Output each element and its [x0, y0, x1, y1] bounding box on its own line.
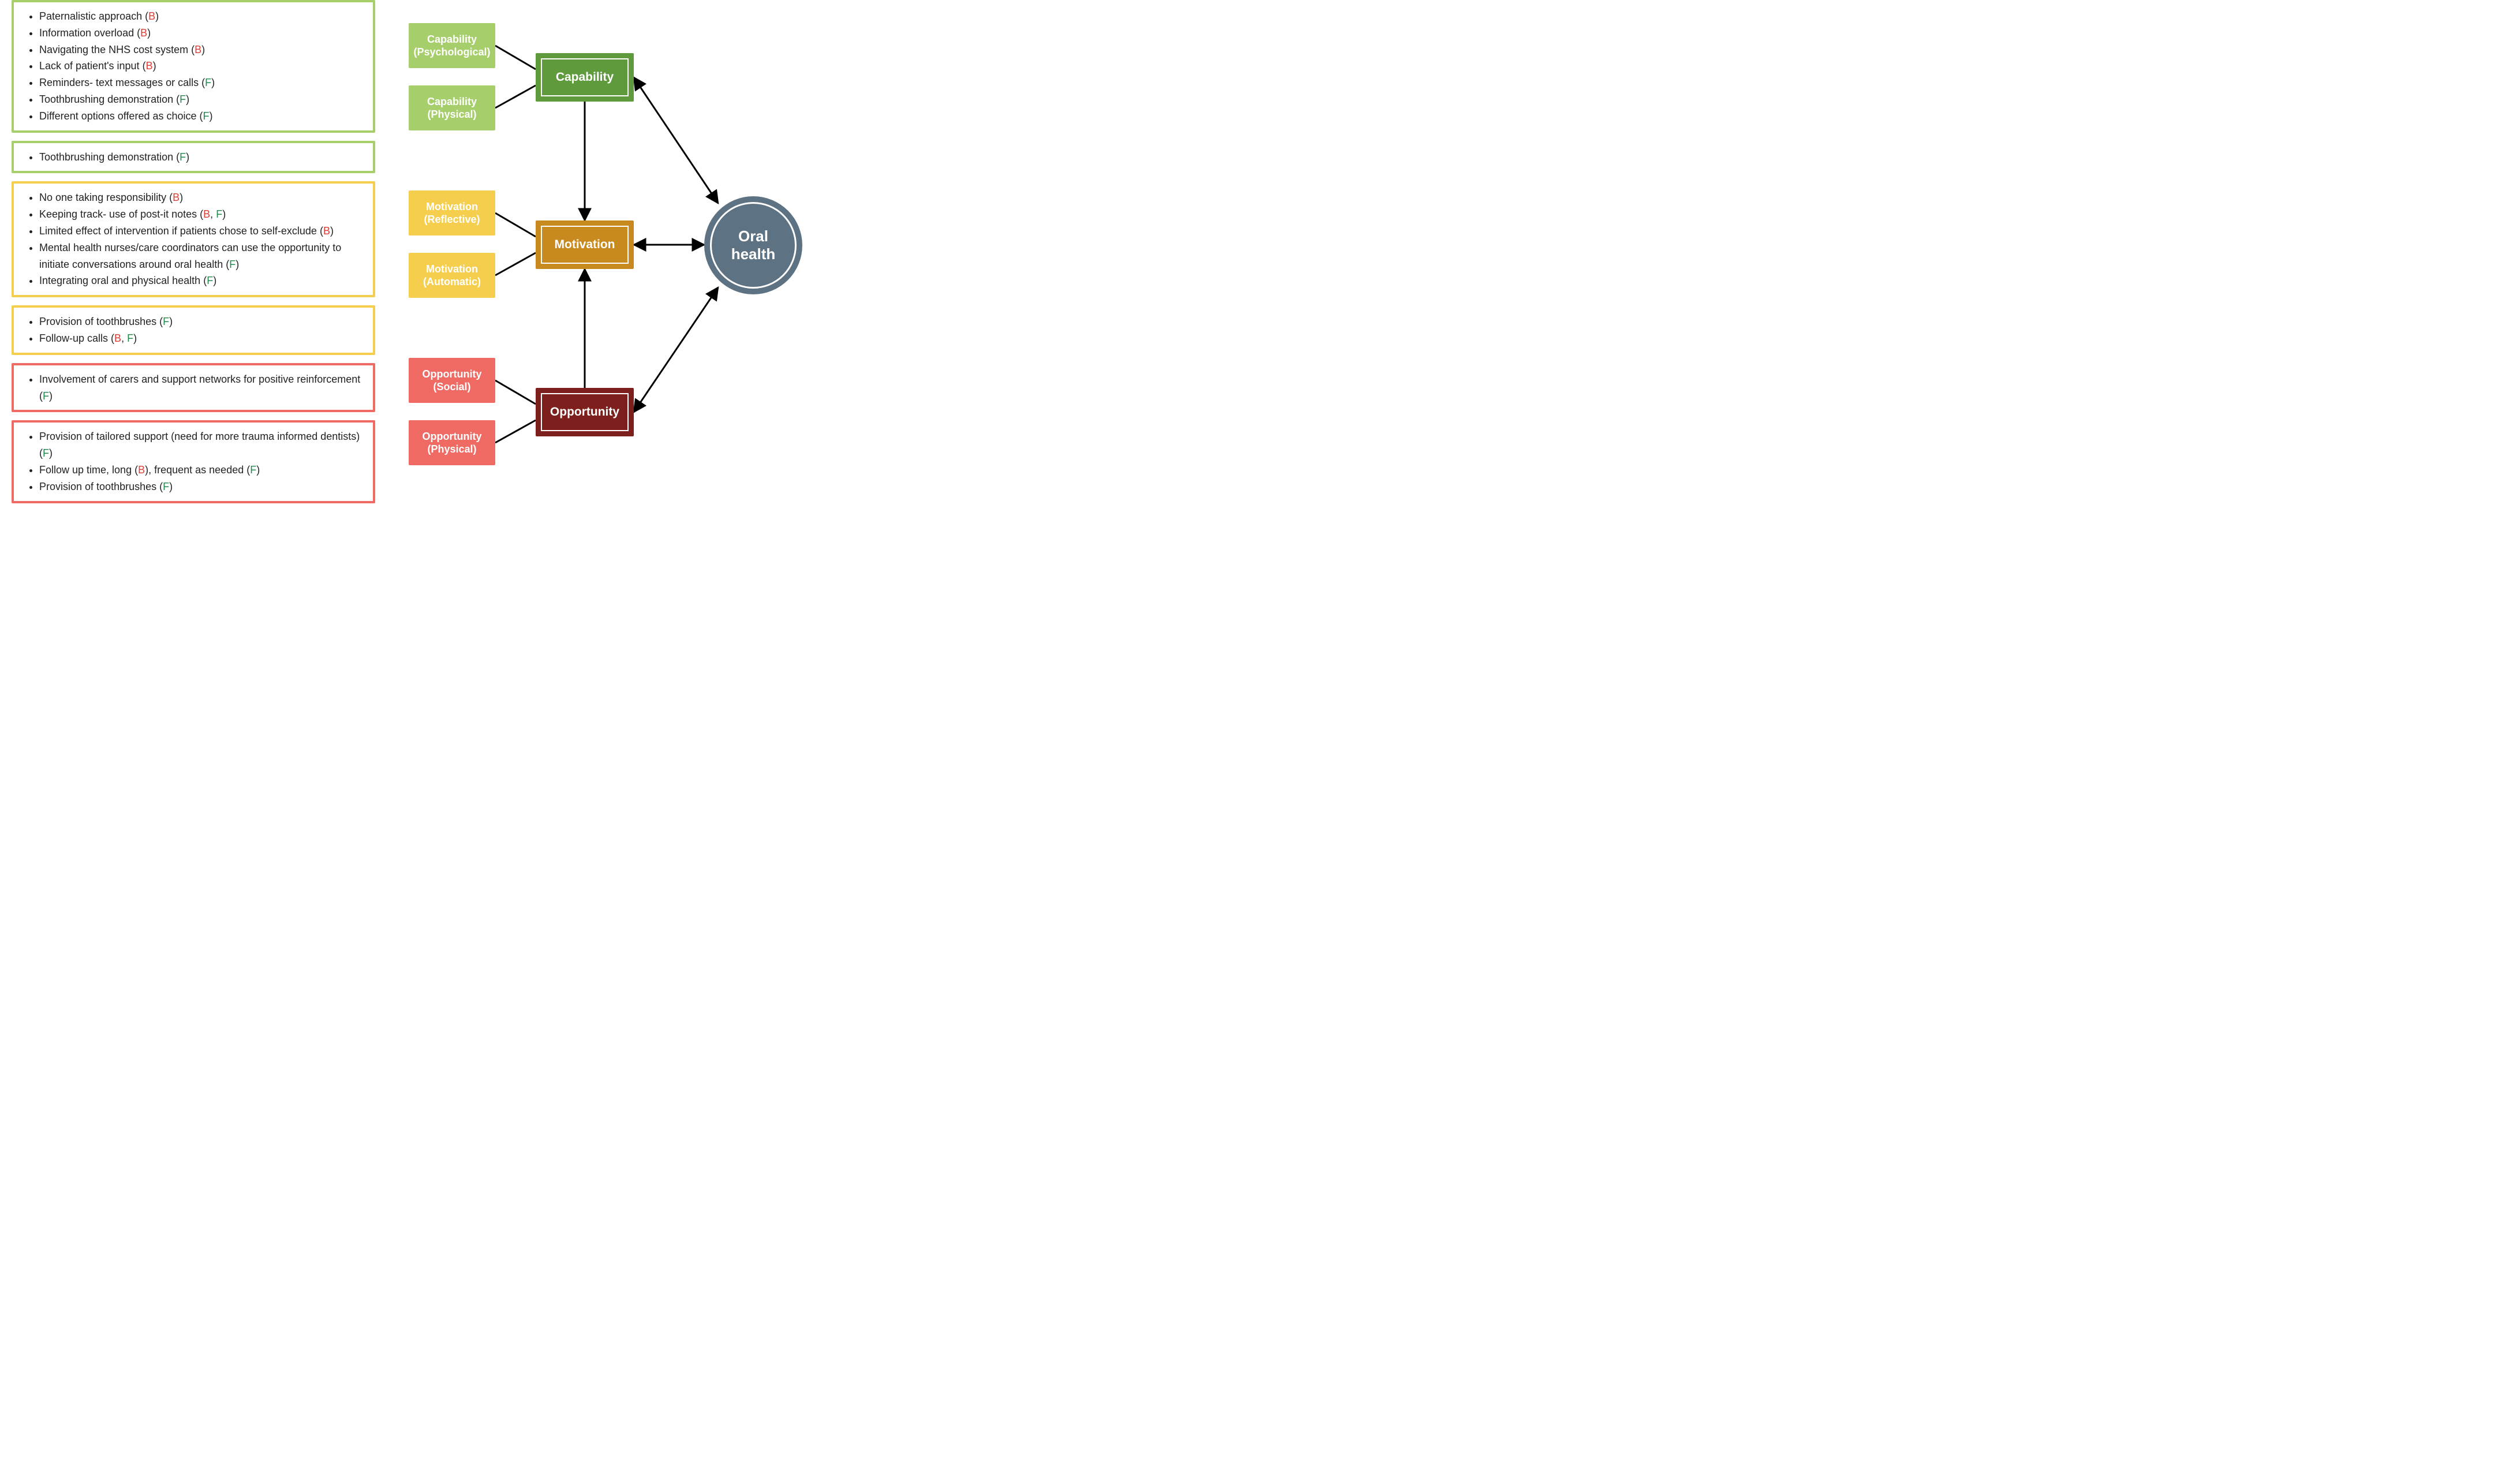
- factor-item: Mental health nurses/care coordinators c…: [39, 240, 362, 273]
- cap-phys-node: Capability (Physical): [409, 85, 495, 130]
- factor-item: No one taking responsibility (B): [39, 189, 362, 206]
- factor-item: Provision of tailored support (need for …: [39, 428, 362, 462]
- factor-item: Keeping track- use of post-it notes (B, …: [39, 206, 362, 223]
- connector-line: [495, 380, 536, 404]
- factor-item: Provision of toothbrushes (F): [39, 313, 362, 330]
- factor-item: Information overload (B): [39, 25, 362, 42]
- factor-boxes-column: Paternalistic approach (B)Information ov…: [12, 0, 375, 511]
- factor-item: Limited effect of intervention if patien…: [39, 223, 362, 240]
- factor-item: Reminders- text messages or calls (F): [39, 74, 362, 91]
- oral-health-node: Oralhealth: [704, 196, 802, 294]
- factor-item: Toothbrushing demonstration (F): [39, 91, 362, 108]
- connector-line: [495, 213, 536, 237]
- mot-refl-node: Motivation (Reflective): [409, 190, 495, 236]
- connector-line: [495, 253, 536, 275]
- factor-item: Follow up time, long (B), frequent as ne…: [39, 462, 362, 479]
- factor-item: Lack of patient's input (B): [39, 58, 362, 74]
- factor-box: Involvement of carers and support networ…: [12, 363, 375, 413]
- cap-psych-node: Capability (Psychological): [409, 23, 495, 68]
- motivation-node: Motivation: [536, 220, 634, 269]
- opp-soc-node: Opportunity (Social): [409, 358, 495, 403]
- factor-item: Provision of toothbrushes (F): [39, 479, 362, 495]
- factor-box: Paternalistic approach (B)Information ov…: [12, 0, 375, 133]
- factor-item: Follow-up calls (B, F): [39, 330, 362, 347]
- connector-line: [495, 420, 536, 443]
- factor-box: No one taking responsibility (B)Keeping …: [12, 181, 375, 297]
- factor-item: Integrating oral and physical health (F): [39, 272, 362, 289]
- factor-box: Toothbrushing demonstration (F): [12, 141, 375, 174]
- mot-auto-node: Motivation (Automatic): [409, 253, 495, 298]
- factor-box: Provision of tailored support (need for …: [12, 420, 375, 503]
- opp-phys-node: Opportunity (Physical): [409, 420, 495, 465]
- factor-item: Paternalistic approach (B): [39, 8, 362, 25]
- factor-item: Involvement of carers and support networ…: [39, 371, 362, 405]
- opportunity-node: Opportunity: [536, 388, 634, 436]
- capability-node: Capability: [536, 53, 634, 102]
- com-b-diagram: Capability (Psychological) Capability (Ph…: [393, 0, 831, 495]
- connector-line: [495, 85, 536, 108]
- connector-line: [634, 287, 718, 412]
- connector-line: [495, 46, 536, 69]
- factor-box: Provision of toothbrushes (F)Follow-up c…: [12, 305, 375, 355]
- factor-item: Toothbrushing demonstration (F): [39, 149, 362, 166]
- connector-line: [634, 77, 718, 203]
- factor-item: Navigating the NHS cost system (B): [39, 42, 362, 58]
- factor-item: Different options offered as choice (F): [39, 108, 362, 125]
